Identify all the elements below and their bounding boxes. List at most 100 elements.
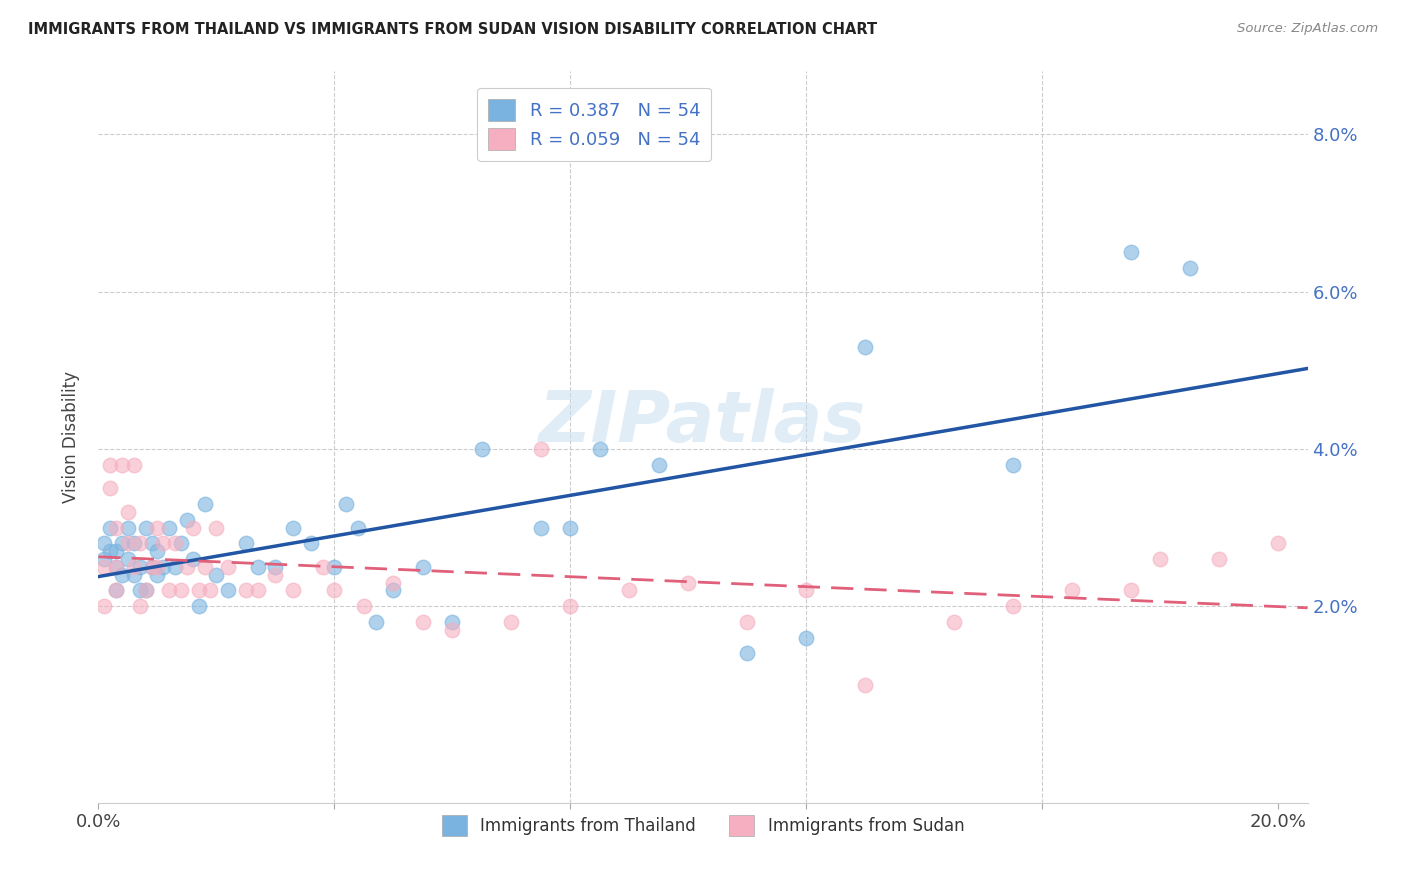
Point	[1119, 245, 1142, 260]
Point	[246, 583, 269, 598]
Point	[117, 552, 139, 566]
Point	[165, 536, 187, 550]
Point	[501, 615, 523, 629]
Point	[105, 583, 128, 598]
Point	[146, 567, 169, 582]
Point	[111, 536, 134, 550]
Point	[299, 536, 322, 550]
Text: IMMIGRANTS FROM THAILAND VS IMMIGRANTS FROM SUDAN VISION DISABILITY CORRELATION : IMMIGRANTS FROM THAILAND VS IMMIGRANTS F…	[28, 22, 877, 37]
Point	[141, 559, 163, 574]
Point	[560, 520, 582, 534]
Point	[117, 520, 139, 534]
Text: Source: ZipAtlas.com: Source: ZipAtlas.com	[1237, 22, 1378, 36]
Point	[794, 583, 817, 598]
Point	[1001, 599, 1024, 614]
Point	[128, 583, 150, 598]
Point	[105, 544, 128, 558]
Point	[382, 575, 405, 590]
Point	[217, 559, 239, 574]
Point	[364, 615, 387, 629]
Point	[152, 559, 174, 574]
Point	[589, 442, 612, 456]
Point	[382, 583, 405, 598]
Point	[412, 615, 434, 629]
Point	[194, 497, 217, 511]
Point	[794, 631, 817, 645]
Point	[200, 583, 222, 598]
Point	[105, 520, 128, 534]
Point	[98, 544, 121, 558]
Point	[942, 615, 965, 629]
Point	[105, 583, 128, 598]
Point	[93, 552, 115, 566]
Point	[648, 458, 671, 472]
Point	[235, 583, 257, 598]
Point	[264, 559, 287, 574]
Point	[1119, 583, 1142, 598]
Point	[170, 536, 193, 550]
Point	[353, 599, 375, 614]
Point	[311, 559, 333, 574]
Point	[441, 615, 464, 629]
Point	[412, 559, 434, 574]
Point	[152, 536, 174, 550]
Point	[323, 583, 346, 598]
Point	[98, 481, 121, 495]
Point	[170, 583, 193, 598]
Point	[146, 559, 169, 574]
Point	[157, 520, 180, 534]
Point	[111, 458, 134, 472]
Point	[176, 513, 198, 527]
Point	[135, 583, 157, 598]
Point	[122, 536, 145, 550]
Point	[678, 575, 700, 590]
Point	[735, 646, 758, 660]
Point	[146, 544, 169, 558]
Point	[165, 559, 187, 574]
Point	[619, 583, 641, 598]
Point	[1178, 260, 1201, 275]
Point	[93, 559, 115, 574]
Point	[323, 559, 346, 574]
Point	[157, 583, 180, 598]
Point	[530, 520, 553, 534]
Legend: Immigrants from Thailand, Immigrants from Sudan: Immigrants from Thailand, Immigrants fro…	[432, 805, 974, 846]
Point	[1267, 536, 1289, 550]
Point	[135, 583, 157, 598]
Point	[205, 567, 228, 582]
Point	[135, 520, 157, 534]
Point	[347, 520, 370, 534]
Point	[128, 536, 150, 550]
Point	[122, 458, 145, 472]
Point	[181, 552, 204, 566]
Point	[98, 458, 121, 472]
Point	[281, 520, 304, 534]
Point	[128, 599, 150, 614]
Text: ZIPatlas: ZIPatlas	[540, 388, 866, 457]
Point	[1001, 458, 1024, 472]
Point	[141, 536, 163, 550]
Point	[735, 615, 758, 629]
Point	[146, 520, 169, 534]
Point	[105, 559, 128, 574]
Point	[1208, 552, 1230, 566]
Point	[530, 442, 553, 456]
Point	[560, 599, 582, 614]
Point	[141, 559, 163, 574]
Point	[117, 536, 139, 550]
Point	[281, 583, 304, 598]
Point	[128, 559, 150, 574]
Point	[105, 559, 128, 574]
Point	[471, 442, 494, 456]
Point	[1149, 552, 1171, 566]
Point	[187, 599, 209, 614]
Point	[176, 559, 198, 574]
Y-axis label: Vision Disability: Vision Disability	[62, 371, 80, 503]
Point	[853, 340, 876, 354]
Point	[246, 559, 269, 574]
Point	[187, 583, 209, 598]
Point	[335, 497, 357, 511]
Point	[111, 567, 134, 582]
Point	[205, 520, 228, 534]
Point	[93, 599, 115, 614]
